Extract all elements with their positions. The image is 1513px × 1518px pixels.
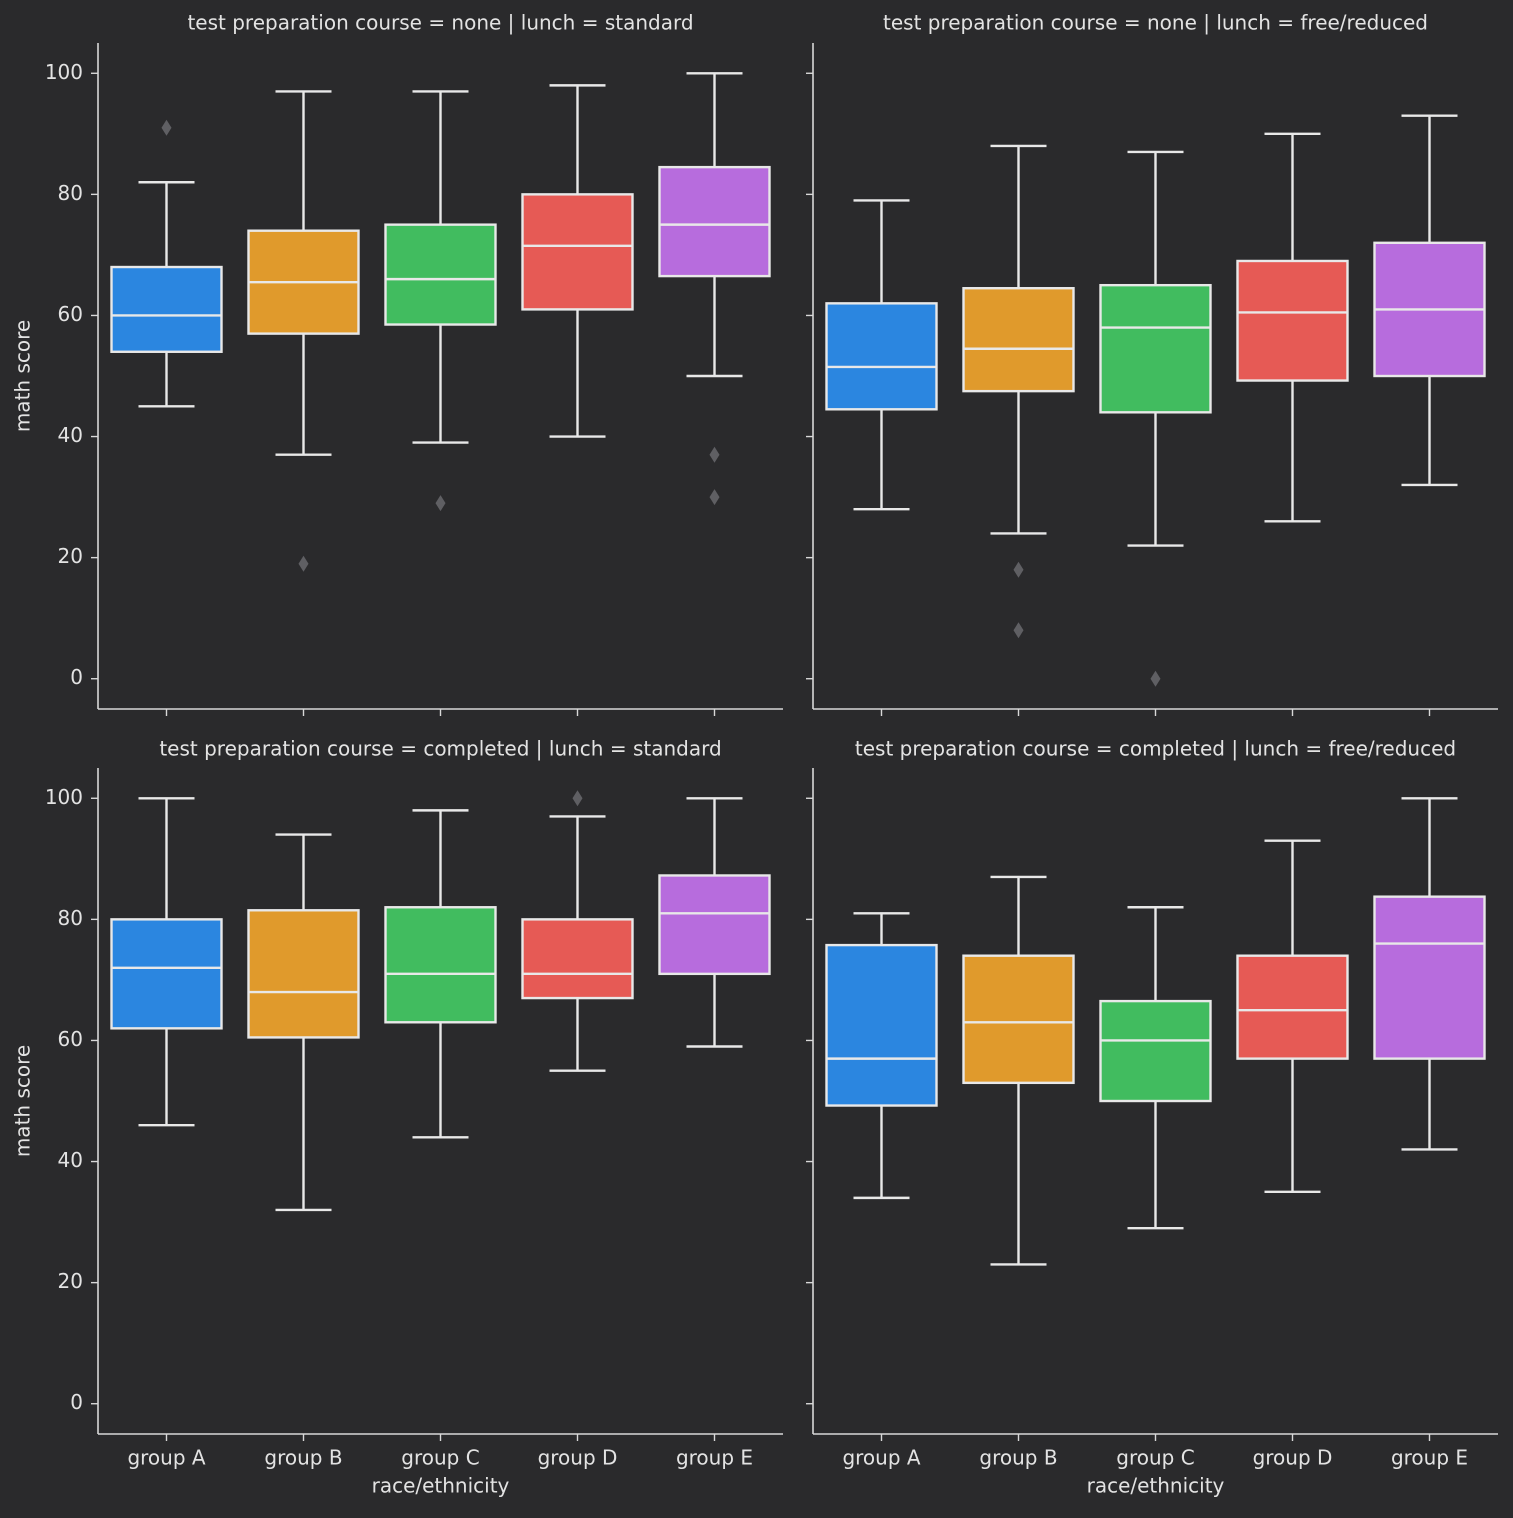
outlier-point bbox=[709, 446, 720, 463]
facet-panel-4: test preparation course = completed | lu… bbox=[806, 737, 1498, 1498]
box-group-c bbox=[1099, 906, 1212, 1230]
x-tick-label: group C bbox=[401, 1446, 479, 1470]
box-group-c bbox=[384, 90, 497, 512]
outlier-point bbox=[1150, 670, 1161, 687]
box-group-e bbox=[658, 72, 771, 506]
box-group-b bbox=[247, 833, 360, 1212]
facet-panel-2: test preparation course = none | lunch =… bbox=[806, 11, 1498, 716]
facet-panel-1: test preparation course = none | lunch =… bbox=[11, 11, 783, 716]
outlier-point bbox=[1013, 561, 1024, 578]
box-group-a bbox=[825, 912, 938, 1200]
x-tick-label: group C bbox=[1116, 1446, 1194, 1470]
panel-title: test preparation course = completed | lu… bbox=[159, 737, 721, 761]
iqr-box bbox=[825, 302, 938, 411]
box-group-e bbox=[1373, 797, 1486, 1151]
y-axis-label: math score bbox=[11, 1045, 35, 1157]
x-tick-label: group A bbox=[127, 1446, 205, 1470]
iqr-box bbox=[384, 223, 497, 326]
facet-panel-3: test preparation course = completed | lu… bbox=[11, 737, 783, 1498]
panel-title: test preparation course = none | lunch =… bbox=[883, 11, 1428, 35]
box-group-d bbox=[1236, 839, 1349, 1194]
y-tick-label: 100 bbox=[45, 60, 83, 84]
iqr-box bbox=[1236, 954, 1349, 1060]
iqr-box bbox=[247, 909, 360, 1039]
y-tick-label: 20 bbox=[58, 544, 83, 568]
iqr-box bbox=[384, 906, 497, 1024]
iqr-box bbox=[1236, 259, 1349, 382]
x-tick-label: group D bbox=[1253, 1446, 1333, 1470]
box-group-a bbox=[825, 199, 938, 511]
y-tick-label: 100 bbox=[45, 785, 83, 809]
y-axis-label: math score bbox=[11, 320, 35, 432]
x-tick-label: group D bbox=[538, 1446, 618, 1470]
iqr-box bbox=[658, 874, 771, 976]
outlier-point bbox=[572, 790, 583, 807]
outlier-point bbox=[435, 495, 446, 512]
y-tick-label: 0 bbox=[70, 665, 83, 689]
panel-title: test preparation course = none | lunch =… bbox=[187, 11, 693, 35]
iqr-box bbox=[1099, 999, 1212, 1103]
y-tick-label: 0 bbox=[70, 1390, 83, 1414]
box-group-d bbox=[521, 790, 634, 1072]
y-tick-label: 20 bbox=[58, 1269, 83, 1293]
box-group-a bbox=[110, 119, 223, 408]
iqr-box bbox=[962, 287, 1075, 393]
panel-title: test preparation course = completed | lu… bbox=[855, 737, 1456, 761]
box-group-b bbox=[962, 144, 1075, 639]
iqr-box bbox=[521, 193, 634, 311]
box-group-e bbox=[658, 797, 771, 1048]
x-axis-label: race/ethnicity bbox=[1087, 1474, 1225, 1498]
y-tick-label: 80 bbox=[58, 181, 83, 205]
x-tick-label: group B bbox=[264, 1446, 342, 1470]
y-tick-label: 60 bbox=[58, 302, 83, 326]
iqr-box bbox=[962, 954, 1075, 1085]
box-group-b bbox=[962, 875, 1075, 1266]
iqr-box bbox=[521, 918, 634, 1000]
y-tick-label: 60 bbox=[58, 1027, 83, 1051]
y-tick-label: 40 bbox=[58, 1148, 83, 1172]
box-group-a bbox=[110, 797, 223, 1127]
iqr-box bbox=[110, 265, 223, 353]
outlier-point bbox=[1013, 622, 1024, 639]
box-group-c bbox=[384, 809, 497, 1139]
box-group-b bbox=[247, 90, 360, 572]
box-group-c bbox=[1099, 150, 1212, 687]
x-tick-label: group B bbox=[979, 1446, 1057, 1470]
x-axis-label: race/ethnicity bbox=[372, 1474, 510, 1498]
iqr-box bbox=[110, 918, 223, 1030]
box-group-d bbox=[1236, 132, 1349, 523]
x-tick-label: group E bbox=[1391, 1446, 1468, 1470]
y-tick-label: 80 bbox=[58, 906, 83, 930]
box-group-d bbox=[521, 84, 634, 438]
iqr-box bbox=[1373, 895, 1486, 1060]
outlier-point bbox=[298, 555, 309, 572]
x-tick-label: group E bbox=[676, 1446, 753, 1470]
iqr-box bbox=[658, 165, 771, 278]
outlier-point bbox=[161, 119, 172, 136]
y-tick-label: 40 bbox=[58, 423, 83, 447]
outlier-point bbox=[709, 489, 720, 506]
iqr-box bbox=[1099, 283, 1212, 414]
x-tick-label: group A bbox=[842, 1446, 920, 1470]
iqr-box bbox=[825, 943, 938, 1107]
box-group-e bbox=[1373, 114, 1486, 487]
